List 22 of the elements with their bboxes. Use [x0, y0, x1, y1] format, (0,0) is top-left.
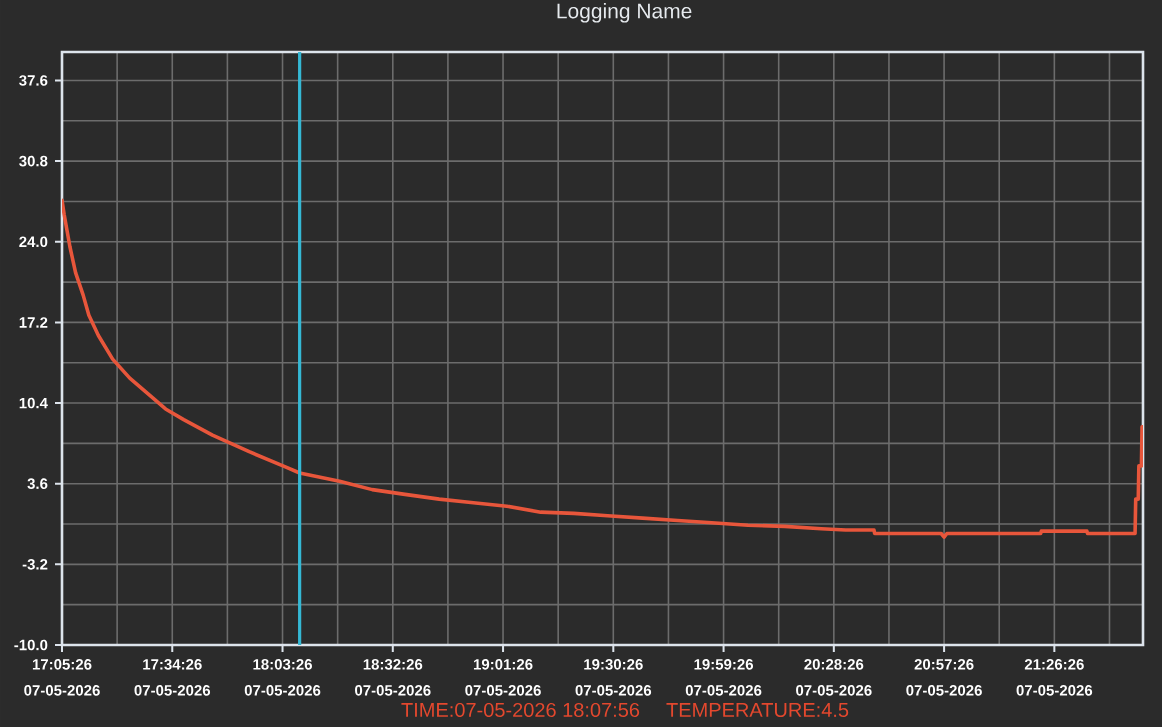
y-tick-label: 24.0: [19, 236, 48, 248]
x-tick-label: 19:01:26 07-05-2026: [465, 659, 541, 696]
y-tick-label: 17.2: [19, 317, 48, 328]
y-tick-label: 37.6: [19, 75, 48, 86]
x-tick-label: 19:30:26 07-05-2026: [575, 659, 652, 696]
text: TEMPERATURE:4.5: [666, 703, 849, 718]
y-tick-label: -3.2: [22, 559, 48, 570]
y-tick-label: 30.8: [19, 155, 48, 167]
x-tick-label: 18:32:26 07-05-2026: [355, 659, 431, 696]
y-tick-label: -10.0: [14, 639, 48, 651]
x-tick-label: 18:03:26 07-05-2026: [244, 659, 321, 696]
text: TIME:07-05-2026 18:07:56: [401, 702, 640, 718]
x-tick-label: 20:57:26 07-05-2026: [906, 659, 982, 696]
x-tick-label: 17:05:26 07-05-2026: [24, 659, 100, 696]
x-tick-label: 20:28:26 07-05-2026: [796, 659, 872, 696]
y-tick-label: 3.6: [27, 478, 48, 489]
chart-title: Logging Name: [557, 3, 692, 23]
x-tick-label: 17:34:26 07-05-2026: [134, 659, 211, 696]
y-tick-label: 10.4: [19, 397, 48, 409]
line-series: [62, 198, 1143, 539]
x-tick-label: 19:59:26 07-05-2026: [685, 659, 762, 696]
x-tick-label: 21:26:26 07-05-2026: [1016, 659, 1093, 696]
